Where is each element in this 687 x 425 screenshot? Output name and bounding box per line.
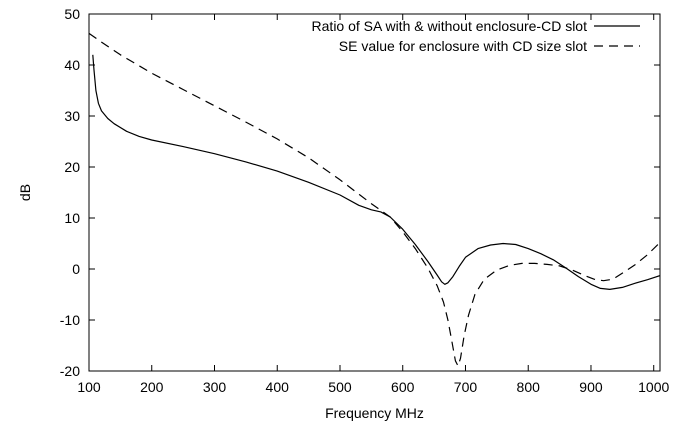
y-tick-label: 20 (64, 159, 80, 175)
y-tick-label: 0 (72, 261, 80, 277)
series-line-1 (92, 54, 660, 290)
x-tick-label: 200 (140, 379, 164, 395)
y-tick-label: 50 (64, 6, 80, 22)
y-tick-label: 30 (64, 108, 80, 124)
x-tick-label: 800 (517, 379, 541, 395)
x-axis-label: Frequency MHz (325, 405, 424, 421)
x-tick-label: 600 (391, 379, 415, 395)
y-tick-label: 40 (64, 57, 80, 73)
series-lines (89, 32, 660, 367)
x-tick-label: 300 (203, 379, 227, 395)
legend-label-2: SE value for enclosure with CD size slot (339, 38, 587, 54)
x-tick-label: 700 (454, 379, 478, 395)
y-tick-label: -10 (60, 312, 80, 328)
tick-marks (88, 13, 660, 372)
plot-frame (88, 13, 661, 372)
y-tick-label: 10 (64, 210, 80, 226)
x-tick-label: 400 (266, 379, 290, 395)
y-tick-label: -20 (60, 363, 80, 379)
legend: Ratio of SA with & without enclosure-CD … (312, 18, 640, 54)
x-tick-label: 900 (579, 379, 603, 395)
y-axis-label: dB (17, 184, 33, 201)
x-tick-label: 1000 (638, 379, 669, 395)
x-tick-label: 500 (328, 379, 352, 395)
x-tick-label: 100 (77, 379, 101, 395)
series-line-2 (89, 32, 660, 367)
legend-label-1: Ratio of SA with & without enclosure-CD … (312, 18, 588, 34)
tick-labels: 100 200 300 400 500 600 700 800 900 1000 -20 -10 0 10… (60, 6, 670, 395)
